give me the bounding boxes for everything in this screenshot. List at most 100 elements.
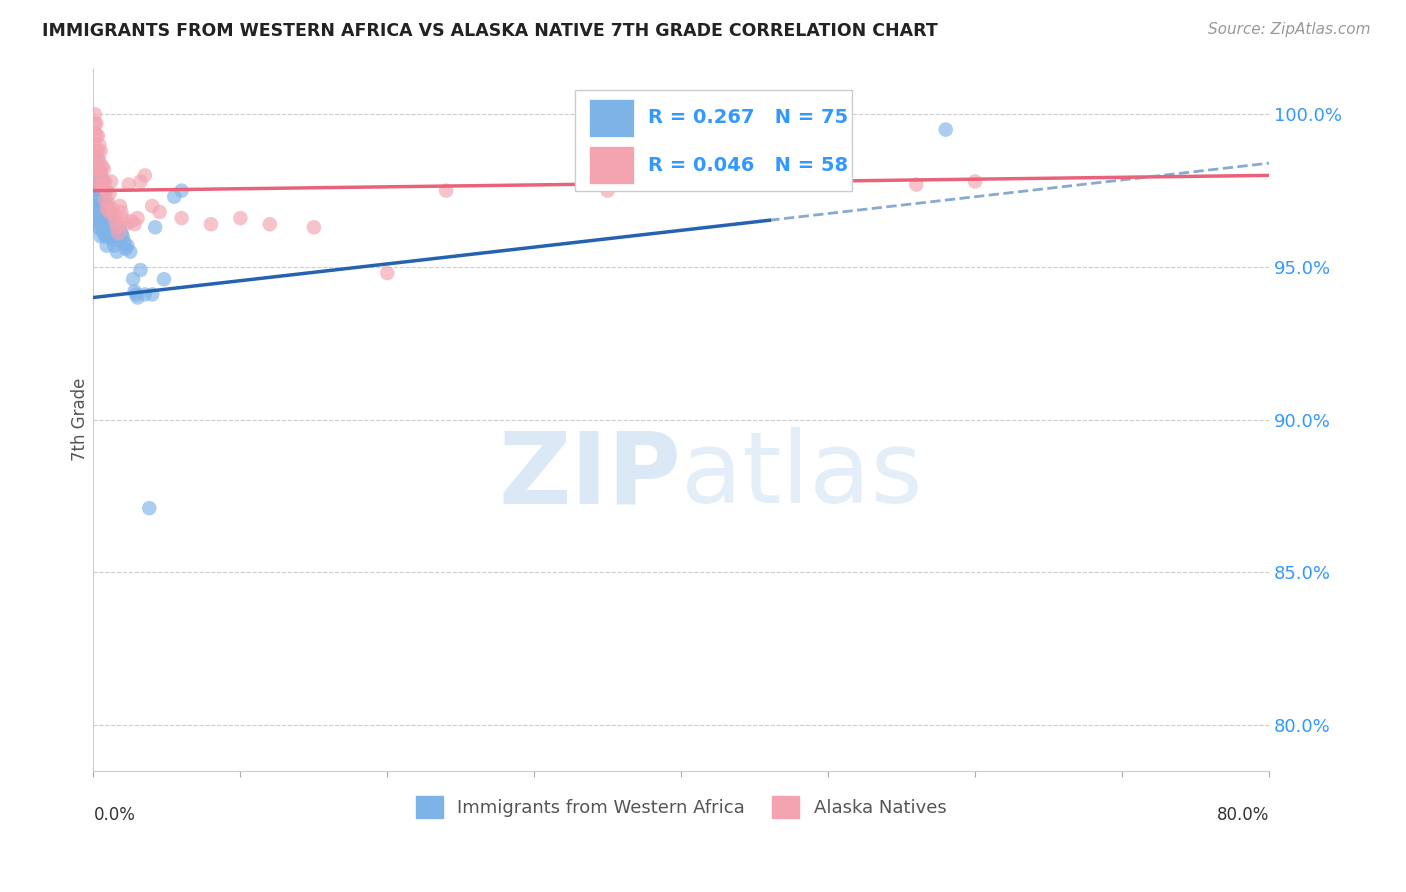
Point bbox=[100, 208, 122, 222]
Text: atlas: atlas bbox=[681, 427, 922, 524]
Point bbox=[121, 214, 143, 228]
Point bbox=[115, 238, 138, 252]
Point bbox=[93, 184, 115, 198]
Point bbox=[103, 238, 125, 252]
Point bbox=[104, 229, 127, 244]
Point bbox=[86, 116, 108, 130]
Point bbox=[97, 202, 120, 216]
Point bbox=[90, 214, 112, 228]
Point bbox=[141, 199, 163, 213]
Point bbox=[86, 144, 108, 158]
Point bbox=[90, 199, 112, 213]
Point bbox=[83, 214, 105, 228]
Point bbox=[90, 144, 112, 158]
Point bbox=[86, 199, 108, 213]
Point bbox=[108, 220, 131, 235]
Point bbox=[148, 205, 170, 219]
Point bbox=[91, 178, 114, 192]
Point bbox=[83, 137, 105, 152]
Point bbox=[96, 208, 118, 222]
Point bbox=[93, 227, 115, 241]
Point bbox=[96, 195, 118, 210]
Point bbox=[118, 178, 141, 192]
Point bbox=[97, 229, 120, 244]
Point bbox=[87, 220, 110, 235]
Point bbox=[170, 184, 193, 198]
Point bbox=[83, 126, 105, 140]
Point bbox=[101, 202, 124, 216]
Point bbox=[87, 199, 110, 213]
Text: 0.0%: 0.0% bbox=[93, 805, 135, 824]
Point bbox=[103, 208, 125, 222]
Point bbox=[129, 174, 152, 188]
Point bbox=[87, 169, 110, 183]
Point bbox=[101, 214, 124, 228]
Point bbox=[96, 238, 118, 252]
Point bbox=[94, 193, 117, 207]
Point bbox=[83, 153, 105, 167]
Point bbox=[434, 184, 457, 198]
Text: 80.0%: 80.0% bbox=[1216, 805, 1270, 824]
Point bbox=[91, 159, 114, 173]
FancyBboxPatch shape bbox=[589, 145, 634, 185]
Point bbox=[122, 272, 145, 286]
Point bbox=[96, 184, 118, 198]
Point bbox=[125, 287, 148, 301]
Point bbox=[89, 137, 111, 152]
Point bbox=[100, 227, 122, 241]
Point bbox=[127, 211, 149, 226]
Point bbox=[87, 153, 110, 167]
Point bbox=[94, 184, 117, 198]
Legend: Immigrants from Western Africa, Alaska Natives: Immigrants from Western Africa, Alaska N… bbox=[409, 789, 953, 825]
Point bbox=[103, 220, 125, 235]
Point bbox=[86, 184, 108, 198]
Point bbox=[91, 190, 114, 204]
Point bbox=[87, 128, 110, 143]
Point bbox=[98, 227, 121, 241]
Point bbox=[89, 190, 111, 204]
Point bbox=[114, 242, 136, 256]
Point bbox=[87, 178, 110, 192]
Point bbox=[83, 107, 105, 121]
Text: ZIP: ZIP bbox=[498, 427, 681, 524]
Point bbox=[98, 205, 121, 219]
Point bbox=[124, 217, 146, 231]
Point bbox=[94, 174, 117, 188]
Point bbox=[100, 174, 122, 188]
FancyBboxPatch shape bbox=[575, 89, 852, 192]
Point bbox=[699, 132, 721, 146]
Text: R = 0.046   N = 58: R = 0.046 N = 58 bbox=[648, 156, 848, 175]
Point bbox=[963, 174, 986, 188]
Text: IMMIGRANTS FROM WESTERN AFRICA VS ALASKA NATIVE 7TH GRADE CORRELATION CHART: IMMIGRANTS FROM WESTERN AFRICA VS ALASKA… bbox=[42, 22, 938, 40]
Point bbox=[87, 184, 110, 198]
Point bbox=[127, 291, 149, 305]
Point bbox=[110, 227, 132, 241]
Point bbox=[91, 220, 114, 235]
Point bbox=[138, 501, 160, 516]
Point bbox=[105, 244, 128, 259]
Point bbox=[375, 266, 398, 280]
Point bbox=[134, 169, 156, 183]
Point bbox=[93, 174, 115, 188]
Point bbox=[83, 116, 105, 130]
Point bbox=[86, 128, 108, 143]
Point bbox=[87, 162, 110, 177]
Point bbox=[90, 178, 112, 192]
Point bbox=[89, 178, 111, 192]
Point bbox=[90, 169, 112, 183]
Point bbox=[96, 202, 118, 216]
Point bbox=[905, 178, 928, 192]
Point bbox=[124, 285, 146, 299]
Point bbox=[105, 227, 128, 241]
Point bbox=[105, 220, 128, 235]
Point bbox=[93, 162, 115, 177]
Point bbox=[91, 178, 114, 192]
Point bbox=[107, 232, 129, 246]
Point bbox=[94, 214, 117, 228]
Text: R = 0.267   N = 75: R = 0.267 N = 75 bbox=[648, 108, 848, 128]
Point bbox=[89, 205, 111, 219]
Point bbox=[90, 178, 112, 192]
Point bbox=[111, 211, 134, 226]
Point bbox=[112, 235, 135, 250]
Point bbox=[107, 227, 129, 241]
